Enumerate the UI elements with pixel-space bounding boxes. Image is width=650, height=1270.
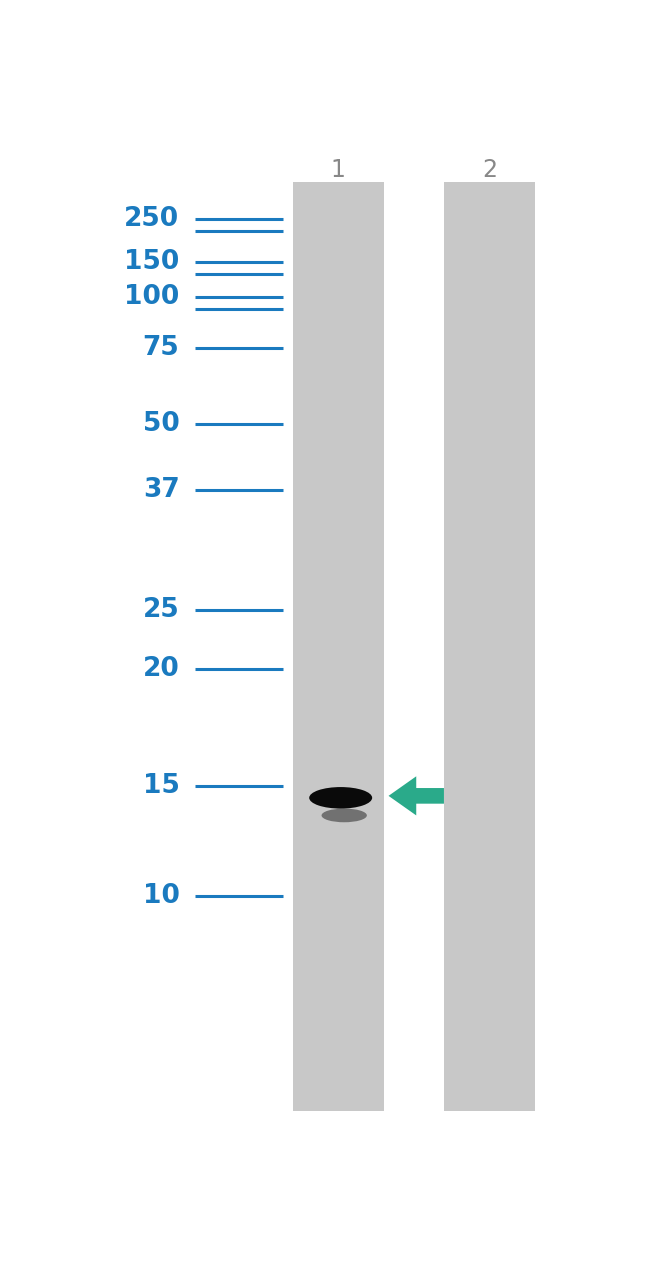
Text: 75: 75: [143, 335, 179, 361]
Text: 15: 15: [142, 773, 179, 799]
Text: 37: 37: [143, 476, 179, 503]
Text: 150: 150: [124, 249, 179, 274]
Text: 100: 100: [124, 284, 179, 310]
Text: 25: 25: [143, 597, 179, 624]
Ellipse shape: [322, 809, 367, 822]
Text: 2: 2: [482, 157, 497, 182]
Text: 250: 250: [124, 206, 179, 232]
Text: 50: 50: [143, 411, 179, 437]
Text: 20: 20: [143, 655, 179, 682]
Text: 10: 10: [142, 883, 179, 908]
Text: 1: 1: [331, 157, 346, 182]
Bar: [292, 182, 384, 1111]
Bar: [444, 182, 534, 1111]
FancyArrow shape: [389, 776, 444, 815]
Ellipse shape: [309, 787, 372, 809]
